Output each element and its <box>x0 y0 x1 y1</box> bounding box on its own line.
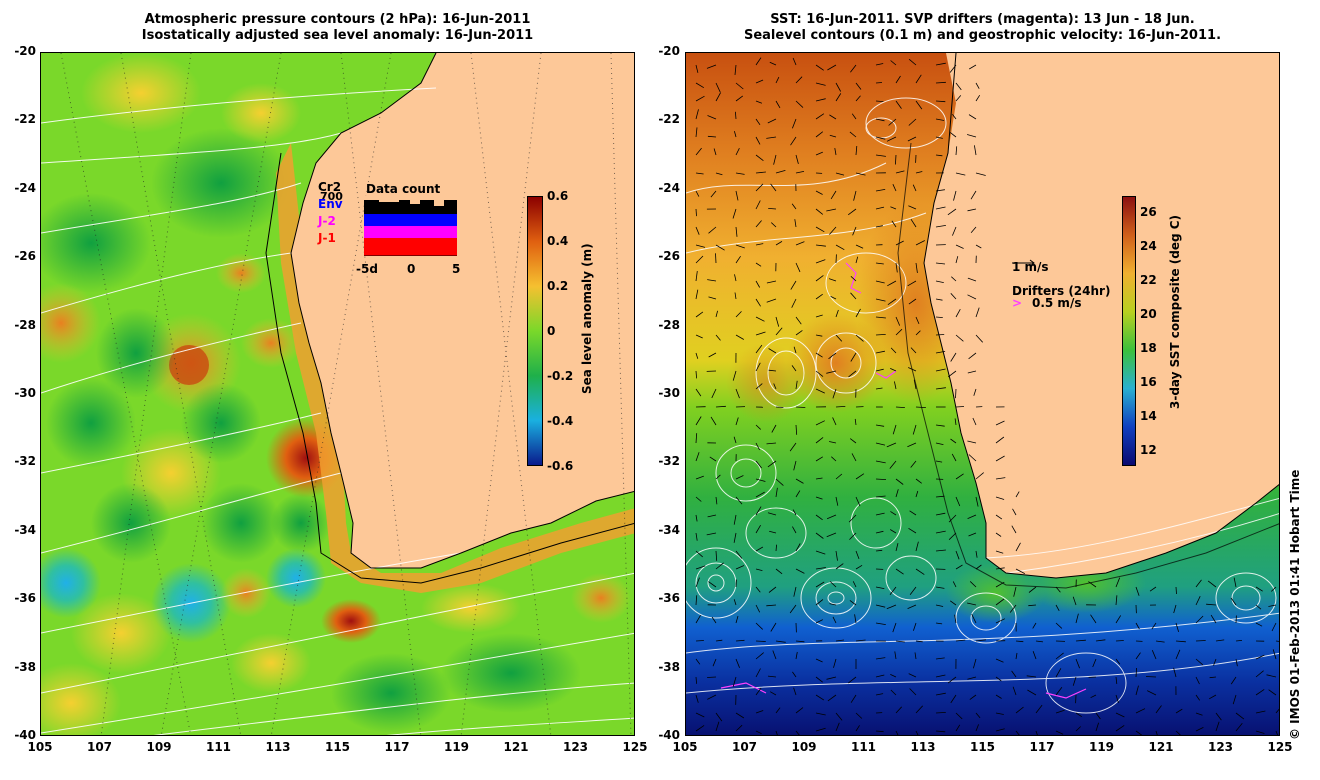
left-map-x-tick: 105 <box>27 740 53 754</box>
right-map-y-tick: -26 <box>658 249 680 264</box>
legend-series-cr2: Cr2 <box>318 180 342 194</box>
drifter-label: Drifters (24hr) <box>1012 284 1111 298</box>
right-map-y-tick: -30 <box>658 386 680 400</box>
sea-level-colorbar <box>527 196 543 466</box>
right-map-x-tick: 117 <box>1029 740 1055 754</box>
right-map-y-tick: -22 <box>658 112 680 127</box>
right-map-y-tick: -36 <box>658 591 680 606</box>
drifter-speed-label: 0.5 m/s <box>1032 296 1082 310</box>
sst-colorbar-tick-label: 18 <box>1140 340 1157 355</box>
left-map-y-tick: -28 <box>14 317 36 332</box>
left-map-x-tick: 111 <box>205 740 232 754</box>
right-map-x-tick: 113 <box>910 740 936 754</box>
sst-colorbar-tick-label: 20 <box>1140 307 1157 322</box>
left-map-y-tick: -24 <box>14 180 36 195</box>
legend-xtick-5: 5 <box>452 262 461 276</box>
left-map-y-tick: -40 <box>14 728 36 742</box>
drifter-marker-icon: > <box>1012 296 1023 310</box>
left-map-x-tick: 117 <box>384 740 410 754</box>
right-title-line1: SST: 16-Jun-2011. SVP drifters (magenta)… <box>770 12 1195 27</box>
right-map-x-tick: 107 <box>731 740 758 754</box>
right-map-y-tick: -20 <box>658 44 680 58</box>
right-map-x-tick: 111 <box>850 740 877 754</box>
sea-level-colorbar-tick-label: 0.4 <box>547 234 569 248</box>
right-map-y-tick: -24 <box>658 180 680 195</box>
left-title-line2: Isostatically adjusted sea level anomaly… <box>141 28 534 43</box>
right-map-x-tick: 123 <box>1207 740 1234 754</box>
velocity-scale-arrow <box>1012 252 1036 267</box>
sst-colorbar <box>1122 196 1136 466</box>
left-map-x-tick: 109 <box>146 740 172 754</box>
left-map-y-tick: -38 <box>14 659 36 674</box>
sst-colorbar-tick-label: 24 <box>1140 239 1157 254</box>
legend-series-j2: J-2 <box>318 214 336 228</box>
right-map-y-tick: -32 <box>658 454 680 469</box>
sst-map <box>685 52 1280 736</box>
right-map-y-tick: -40 <box>658 728 680 742</box>
left-map-y-tick: -34 <box>14 522 36 537</box>
left-title-line1: Atmospheric pressure contours (2 hPa): 1… <box>144 12 531 27</box>
velocity-scale-label: 1 m/s <box>1012 260 1049 274</box>
left-map-y-tick: -26 <box>14 249 36 264</box>
right-map-y-tick: -34 <box>658 522 680 537</box>
sea-level-anomaly-map <box>40 52 635 736</box>
right-map-y-tick: -28 <box>658 317 680 332</box>
left-map-y-tick: -36 <box>14 591 36 606</box>
legend-title: Data count <box>366 182 441 196</box>
left-map-x-tick: 115 <box>324 740 351 754</box>
sst-colorbar-tick-label: 16 <box>1140 374 1157 389</box>
legend-series-j1: J-1 <box>318 231 336 245</box>
sea-level-colorbar-tick-label: -0.4 <box>547 414 574 428</box>
sea-level-colorbar-tick-label: -0.6 <box>547 459 574 473</box>
left-map-y-tick: -20 <box>14 44 36 58</box>
legend-count-label: 700 <box>320 190 343 203</box>
sst-colorbar-tick-label: 22 <box>1140 273 1157 288</box>
data-count-bars <box>364 196 457 257</box>
sea-level-colorbar-tick-label: 0 <box>547 324 556 338</box>
left-map-x-tick: 113 <box>265 740 291 754</box>
left-map-x-tick: 121 <box>503 740 529 754</box>
right-title-line2: Sealevel contours (0.1 m) and geostrophi… <box>743 28 1222 43</box>
sst-colorbar-title: 3-day SST composite (deg C) <box>1168 214 1182 409</box>
sst-colorbar-tick-label: 26 <box>1140 205 1157 220</box>
legend-xtick-neg5: -5d <box>356 262 378 276</box>
legend-series-env: Env <box>318 197 343 211</box>
left-map-x-tick: 125 <box>622 740 648 754</box>
left-map-y-tick: -22 <box>14 112 36 127</box>
sea-level-colorbar-tick-label: -0.2 <box>547 369 574 383</box>
sea-level-colorbar-tick-label: 0.6 <box>547 189 569 203</box>
left-map-x-tick: 123 <box>562 740 589 754</box>
left-map-y-tick: -32 <box>14 454 36 469</box>
left-map-y-tick: -30 <box>14 386 36 400</box>
right-map-y-tick: -38 <box>658 659 680 674</box>
right-map-x-tick: 109 <box>791 740 817 754</box>
credit-text: © IMOS 01-Feb-2013 01:41 Hobart Time <box>1288 469 1302 740</box>
left-map-x-tick: 119 <box>443 740 470 754</box>
sst-colorbar-tick-label: 12 <box>1140 442 1157 457</box>
right-map-x-tick: 105 <box>672 740 698 754</box>
right-map-x-tick: 119 <box>1088 740 1115 754</box>
right-map-x-tick: 115 <box>969 740 996 754</box>
sea-level-colorbar-tick-label: 0.2 <box>547 279 569 293</box>
left-map-x-tick: 107 <box>86 740 113 754</box>
right-map-x-tick: 125 <box>1267 740 1293 754</box>
right-map-x-tick: 121 <box>1148 740 1174 754</box>
sea-level-colorbar-title: Sea level anomaly (m) <box>580 243 594 394</box>
legend-xtick-0: 0 <box>407 262 416 276</box>
sst-colorbar-tick-label: 14 <box>1140 408 1157 423</box>
